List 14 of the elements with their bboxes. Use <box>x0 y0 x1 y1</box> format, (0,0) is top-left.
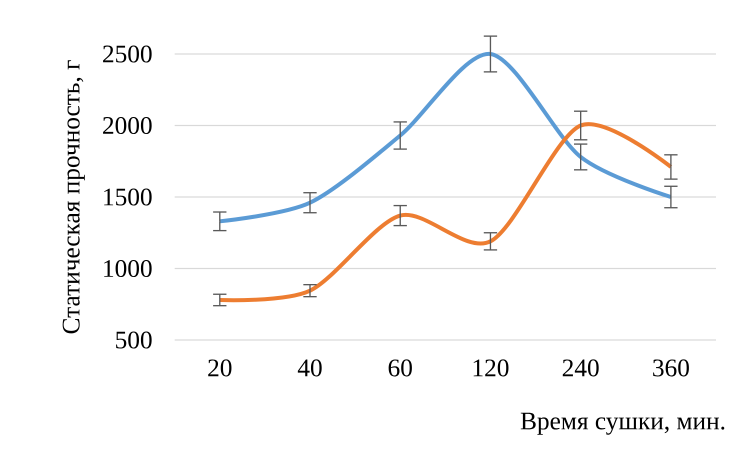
y-tick-label: 2500 <box>103 45 152 63</box>
y-tick-label: 1500 <box>104 188 152 206</box>
x-tick-label: 360 <box>653 359 689 376</box>
x-tick-label: 120 <box>474 359 508 376</box>
y-tick-label: 500 <box>116 331 152 349</box>
x-tick-label: 240 <box>562 359 599 376</box>
x-tick-label: 60 <box>388 359 412 376</box>
x-tick-label: 40 <box>298 359 322 376</box>
line-series <box>218 52 673 224</box>
y-axis-title: Статическая прочность, г <box>62 60 85 334</box>
y-tick-label: 2000 <box>103 116 152 134</box>
y-tick-label: 1000 <box>104 260 152 278</box>
x-axis-title: Время сушки, мин. <box>520 412 724 435</box>
x-tick-label: 20 <box>208 359 232 376</box>
